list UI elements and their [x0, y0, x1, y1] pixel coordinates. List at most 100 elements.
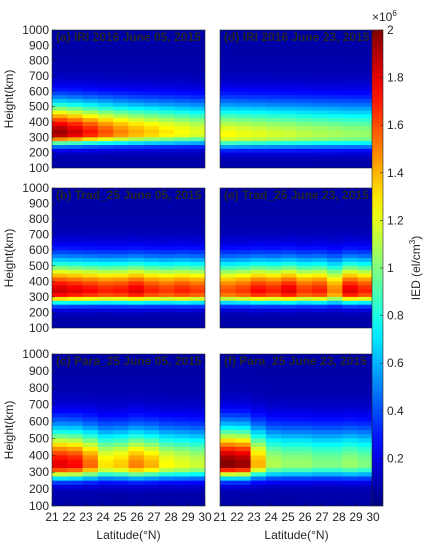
heatmap-cell	[342, 358, 359, 364]
heatmap-cell	[174, 145, 191, 150]
heatmap-cell	[281, 207, 298, 212]
heatmap-cell	[128, 281, 145, 286]
heatmap-cell	[342, 370, 359, 376]
heatmap-cell	[128, 459, 145, 465]
heatmap-cell	[342, 56, 359, 62]
x-axis-label: Latitude(°N)	[264, 528, 328, 542]
heatmap-cell	[97, 152, 114, 158]
heatmap-cell	[143, 281, 160, 286]
heatmap-cell	[357, 383, 373, 389]
heatmap-cell	[357, 354, 373, 359]
heatmap-cell	[357, 472, 373, 478]
heatmap-cell	[52, 324, 68, 328]
y-tick-label: 100	[29, 321, 49, 335]
heatmap-cell	[82, 125, 99, 131]
heatmap-cell	[97, 387, 114, 393]
heatmap-cell	[281, 434, 298, 440]
heatmap-cell	[67, 49, 84, 54]
heatmap-cell	[174, 133, 191, 138]
heatmap-cell	[82, 425, 99, 431]
heatmap-cell	[159, 129, 175, 135]
heatmap-cell	[143, 164, 160, 168]
heatmap-cell	[128, 226, 145, 232]
heatmap-cell	[82, 223, 99, 228]
heatmap-cell	[97, 308, 114, 314]
heatmap-cell	[235, 230, 252, 236]
heatmap-cell	[128, 215, 145, 220]
heatmap-cell	[265, 446, 282, 452]
heatmap-cell	[281, 211, 298, 216]
heatmap-cell	[159, 199, 175, 205]
heatmap-cell	[235, 207, 252, 212]
heatmap-cell	[296, 497, 313, 503]
heatmap-cell	[97, 468, 114, 473]
heatmap-cell	[97, 320, 114, 325]
heatmap-cell	[113, 133, 130, 138]
heatmap-cell	[52, 446, 68, 452]
heatmap-cell	[82, 122, 99, 127]
heatmap-cell	[220, 102, 236, 108]
heatmap-cell	[357, 289, 373, 294]
heatmap-cell	[311, 296, 328, 302]
heatmap-cell	[128, 203, 145, 209]
heatmap-cell	[250, 289, 267, 294]
heatmap-cell	[143, 230, 160, 236]
heatmap-cell	[128, 195, 145, 201]
heatmap-cell	[97, 219, 114, 224]
heatmap-cell	[342, 421, 359, 427]
heatmap-cell	[311, 211, 328, 216]
heatmap-cell	[357, 30, 373, 35]
heatmap-cell	[113, 413, 130, 418]
heatmap-cell	[128, 285, 145, 290]
heatmap-cell	[235, 261, 252, 267]
heatmap-cell	[281, 362, 298, 368]
heatmap-cell	[97, 246, 114, 251]
heatmap-cell	[52, 476, 68, 482]
heatmap-cell	[97, 300, 114, 306]
heatmap-cell	[189, 476, 205, 482]
heatmap-cell	[82, 484, 99, 490]
heatmap-cell	[97, 293, 114, 298]
heatmap-cell	[220, 451, 236, 456]
heatmap-cell	[342, 199, 359, 205]
heatmap-cell	[174, 300, 191, 306]
heatmap-cell	[189, 392, 205, 397]
heatmap-cell	[128, 312, 145, 317]
heatmap-cell	[220, 33, 236, 39]
heatmap-cell	[235, 99, 252, 104]
heatmap-cell	[189, 289, 205, 294]
heatmap-cell	[250, 125, 267, 131]
heatmap-cell	[357, 148, 373, 154]
heatmap-cell	[52, 87, 68, 92]
heatmap-cell	[159, 442, 175, 448]
heatmap-cell	[311, 37, 328, 43]
heatmap-cell	[189, 99, 205, 104]
heatmap-cell	[82, 400, 99, 406]
heatmap-cell	[327, 316, 343, 321]
heatmap-cell	[82, 230, 99, 236]
heatmap-cell	[220, 296, 236, 302]
heatmap-cell	[357, 316, 373, 321]
heatmap-cell	[311, 300, 328, 306]
heatmap-cell	[281, 230, 298, 236]
heatmap-cell	[143, 358, 160, 364]
heatmap-cell	[235, 141, 252, 146]
heatmap-cell	[342, 95, 359, 100]
panel-title: (a) IRI 2016 June 05, 2015	[56, 30, 201, 44]
heatmap-cell	[296, 379, 313, 385]
heatmap-cell	[296, 211, 313, 216]
heatmap-cell	[235, 438, 252, 444]
heatmap-cell	[220, 408, 236, 414]
heatmap-cell	[311, 191, 328, 197]
heatmap-cell	[97, 203, 114, 209]
heatmap-cell	[128, 387, 145, 393]
heatmap-cell	[174, 49, 191, 54]
heatmap-cell	[311, 434, 328, 440]
heatmap-cell	[357, 226, 373, 232]
heatmap-cell	[281, 413, 298, 418]
heatmap-cell	[265, 442, 282, 448]
heatmap-cell	[357, 156, 373, 161]
heatmap-cell	[97, 484, 114, 490]
heatmap-cell	[235, 254, 252, 259]
heatmap-cell	[97, 289, 114, 294]
